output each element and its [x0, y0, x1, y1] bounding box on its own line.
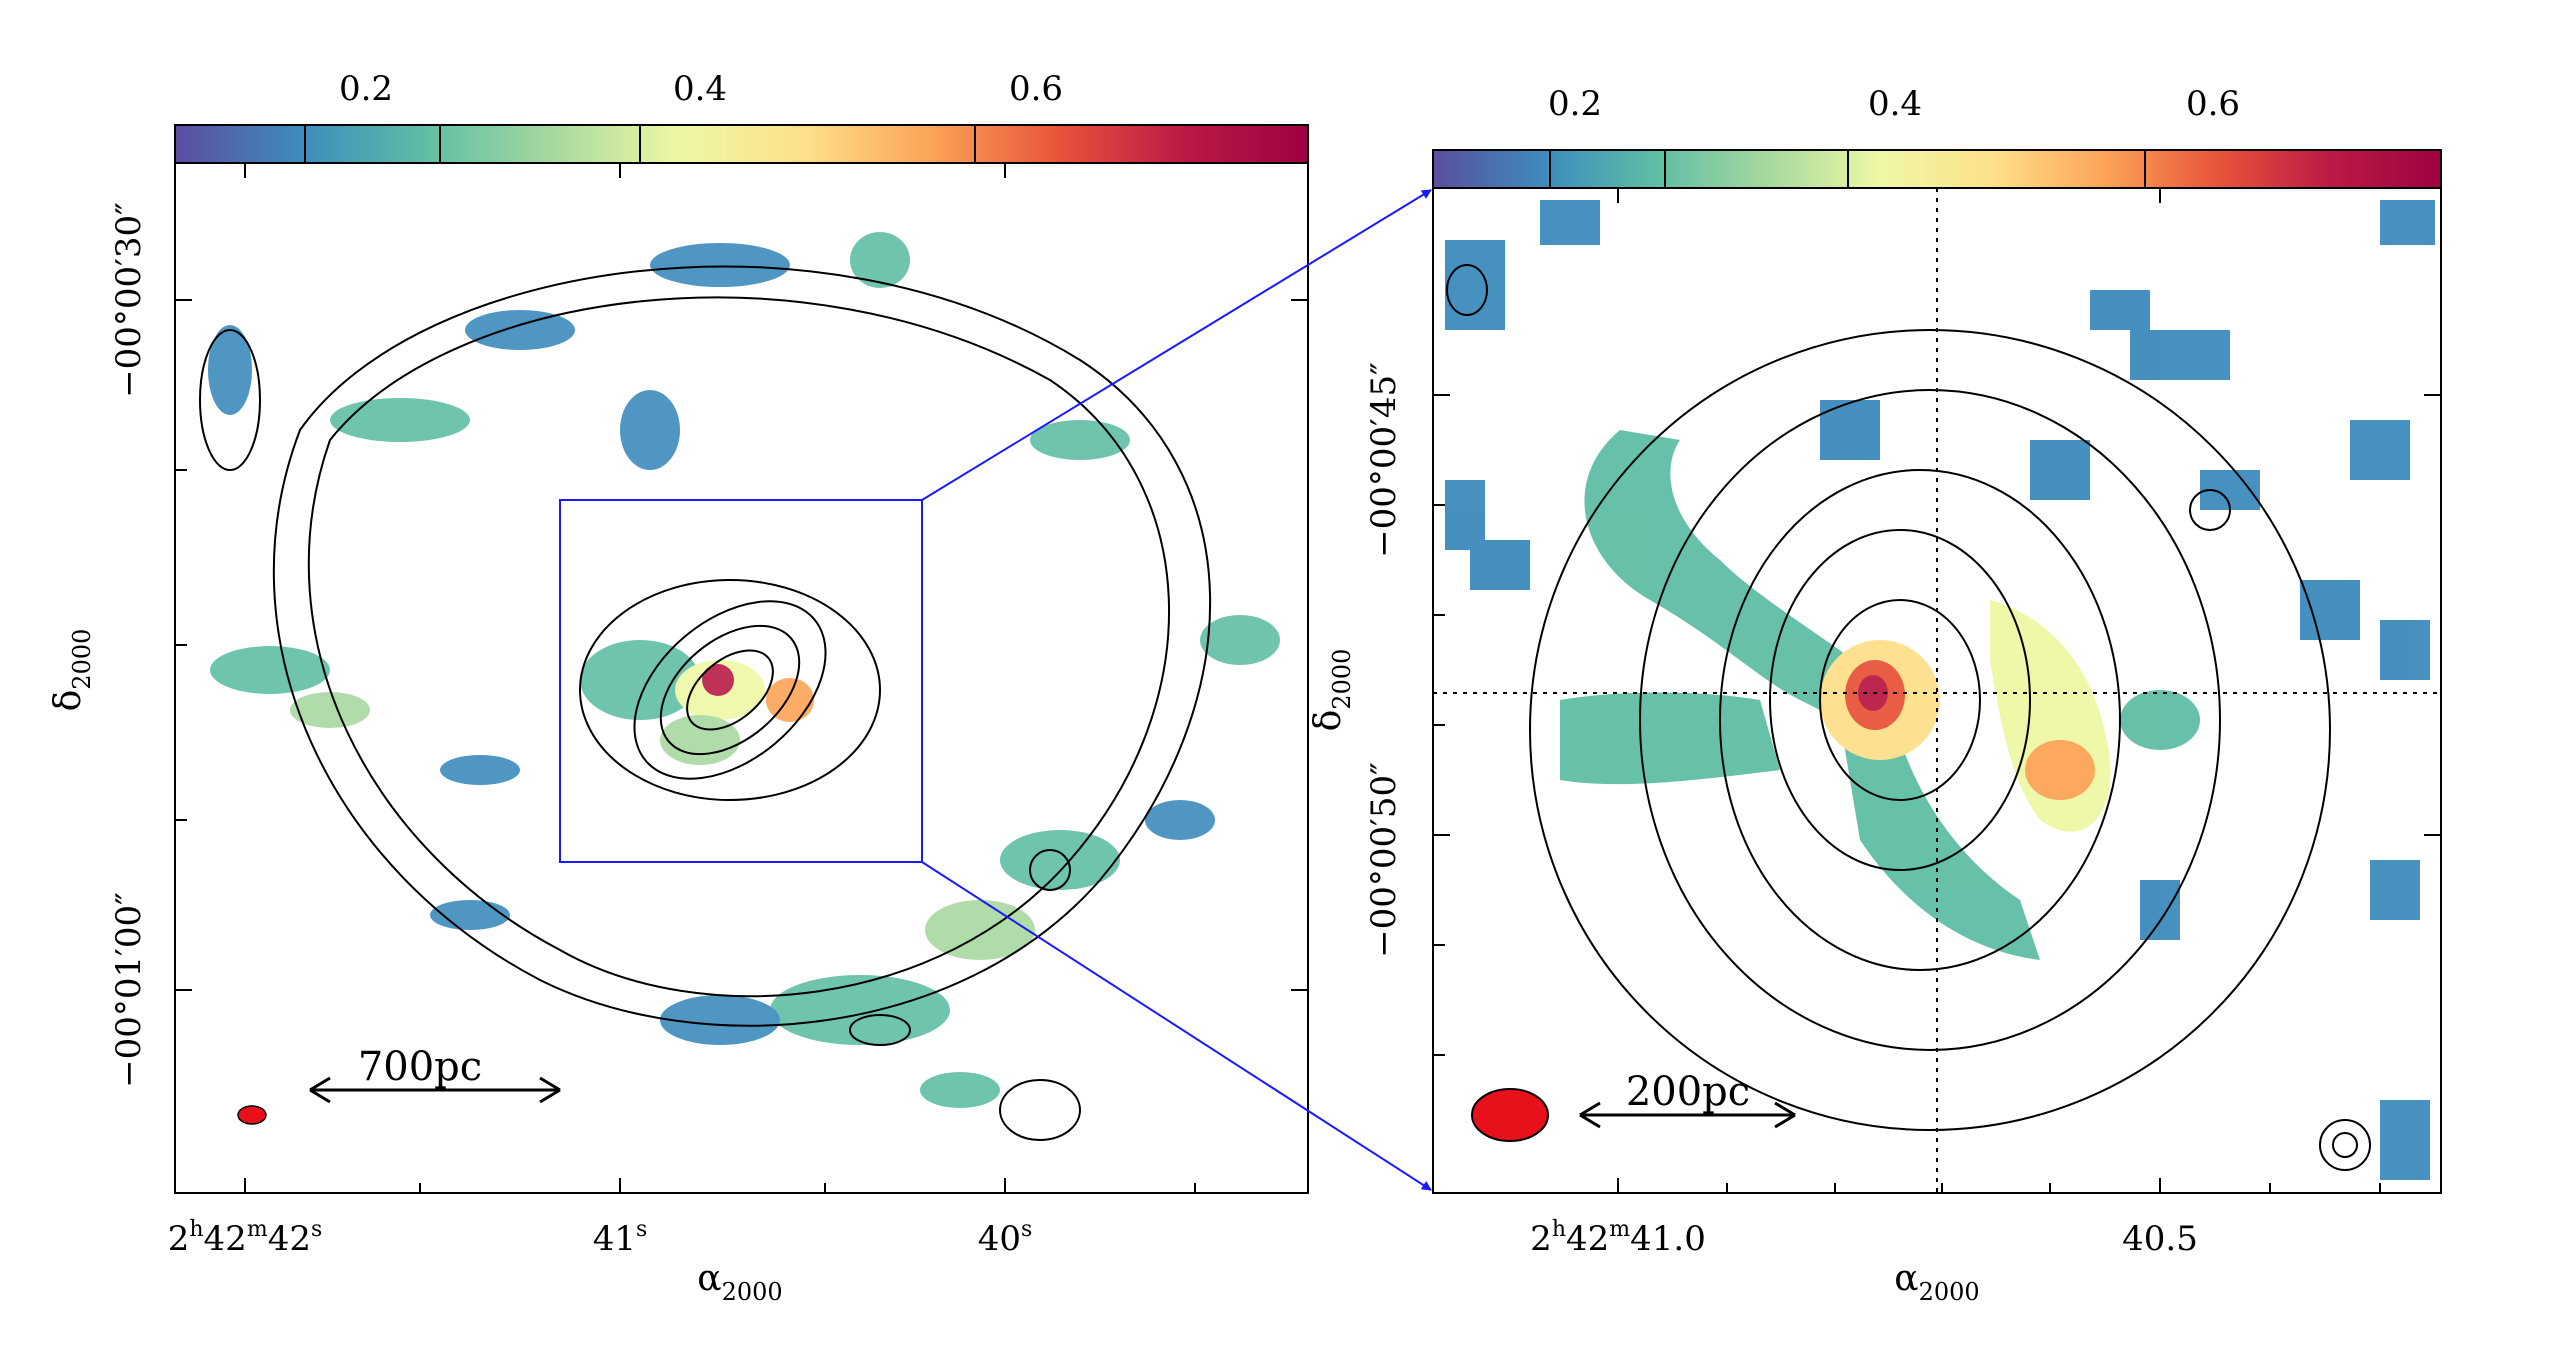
right-scalebar: 200pc: [1579, 1069, 1796, 1129]
left-ra-tick-3: 40s: [978, 1217, 1033, 1259]
right-dec-axis-label: δ2000: [1308, 649, 1356, 732]
right-beam: [1471, 1088, 1549, 1142]
left-dec-tick-2: −00°01′00″: [109, 892, 149, 1088]
right-colorbar-tick-3: 0.6: [2186, 84, 2240, 124]
left-colorbar-gradient: [174, 124, 1309, 164]
left-map-image: 700pc: [175, 163, 1308, 1193]
right-colorbar-tick-1: 0.2: [1548, 84, 1602, 124]
right-colorbar-gradient: [1432, 149, 2442, 189]
left-ra-tick-1: 2h42m42s: [168, 1217, 323, 1259]
right-scalebar-label: 200pc: [1626, 1069, 1750, 1115]
right-ra-tick-1: 2h42m41.0: [1530, 1217, 1706, 1259]
right-colorbar-tick-2: 0.4: [1868, 84, 1922, 124]
zoom-connector-top: [921, 189, 1432, 501]
left-ra-tick-2: 41s: [593, 1217, 648, 1259]
left-dec-axis-label: δ2000: [48, 629, 96, 712]
left-colorbar: 0.2 0.4 0.6: [174, 69, 1309, 164]
left-scalebar-label: 700pc: [358, 1044, 482, 1090]
left-colorbar-tick-3: 0.6: [1009, 69, 1063, 109]
zoom-connector-bottom: [921, 861, 1432, 1191]
left-zoom-box: [559, 499, 923, 863]
left-colorbar-tick-1: 0.2: [339, 69, 393, 109]
left-colorbar-tick-2: 0.4: [673, 69, 727, 109]
left-scalebar: 700pc: [309, 1044, 561, 1104]
right-dec-tick-1: −00°00′45″: [1364, 362, 1404, 558]
left-panel: 0.2 0.4 0.6: [48, 69, 1309, 1306]
right-ra-tick-2: 40.5: [2122, 1219, 2198, 1259]
right-map-image: 200pc: [1433, 188, 2441, 1193]
left-beam: [237, 1105, 267, 1125]
left-ra-axis-label: α2000: [697, 1258, 782, 1306]
zoom-connectors: [921, 189, 1432, 1191]
right-dec-tick-2: −00°00′50″: [1364, 762, 1404, 958]
right-ra-axis-label: α2000: [1894, 1258, 1979, 1306]
right-panel: 0.2 0.4 0.6: [1308, 84, 2442, 1306]
right-colorbar: 0.2 0.4 0.6: [1432, 84, 2442, 189]
left-dec-tick-1: −00°00′30″: [109, 202, 149, 398]
